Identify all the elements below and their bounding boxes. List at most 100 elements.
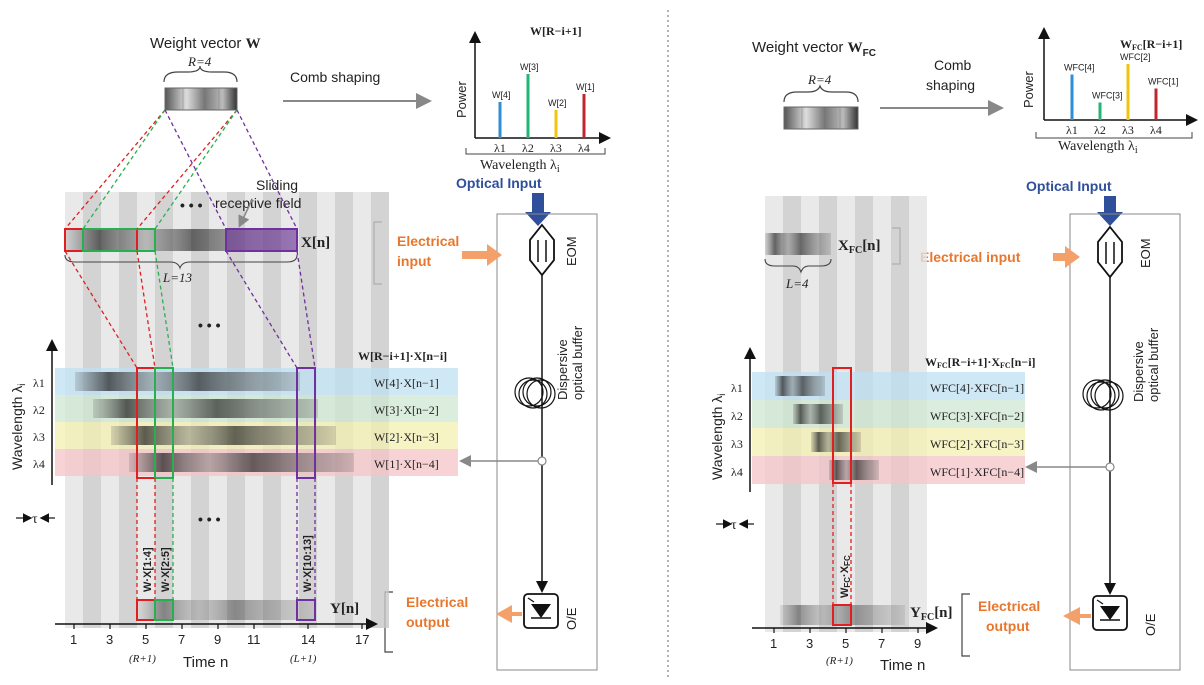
left-dot-label-1: W·X[1:4]	[142, 547, 154, 592]
x-tick-label: 1	[770, 636, 777, 651]
left-product-title: W[R−i+1]·X[n−i]	[358, 349, 447, 363]
left-electrical-input: Electrical input	[397, 233, 459, 269]
left-l-label: L=13	[162, 270, 193, 285]
right-device-box	[1069, 213, 1181, 671]
left-ellipsis-3: • • •	[198, 511, 221, 527]
wavelength-row	[752, 456, 1025, 484]
left-time-label: Time n	[183, 654, 228, 671]
left-y-signal	[137, 600, 315, 620]
right-tick-note: (R+1)	[826, 655, 853, 667]
right-x-label: XFC[n]	[838, 238, 881, 256]
x-tick-label: 5	[842, 636, 849, 651]
left-r-label: R=4	[187, 54, 212, 69]
row-product-label: W[1]·X[n−4]	[374, 457, 439, 471]
right-x-signal	[765, 233, 831, 255]
left-tick-note-l: (L+1)	[290, 653, 317, 665]
right-dot-label: WFC·XFC	[839, 555, 852, 598]
right-panel: Weight vector WFC R=4 Comb shaping Power …	[709, 27, 1198, 674]
row-lambda-label: λ2	[731, 409, 743, 423]
delayed-signal	[111, 426, 336, 445]
x-tick-label: 1	[70, 632, 77, 647]
lambda-tick-label: λ2	[522, 141, 534, 155]
right-fiber-coil-icon	[1082, 379, 1124, 411]
right-tau: τ	[731, 518, 737, 533]
spectrum-bar-label: W[4]	[492, 90, 511, 100]
right-y-axis: Wavelength λi	[709, 393, 728, 480]
left-x-label: X[n]	[301, 235, 330, 251]
right-comb-shaping: Comb shaping	[926, 57, 975, 93]
left-tau: τ	[32, 512, 38, 527]
left-optical-arrow	[525, 193, 551, 226]
row-product-label: W[2]·X[n−3]	[374, 430, 439, 444]
row-product-label: W[3]·X[n−2]	[374, 403, 439, 417]
x-tick-label: 3	[806, 636, 813, 651]
delayed-signal	[129, 453, 354, 472]
lambda-tick-label: λ4	[578, 141, 590, 155]
right-electrical-output: Electrical output	[978, 598, 1040, 634]
row-lambda-label: λ1	[731, 381, 743, 395]
lambda-tick-label: λ4	[1150, 123, 1162, 137]
right-time-label: Time n	[880, 657, 925, 674]
left-panel: Weight vector W R=4 Comb shaping Power W…	[9, 24, 611, 671]
left-x-ticks: 1 3 5 7 9 11 14 17	[70, 624, 369, 647]
left-electrical-output: Electrical output	[406, 594, 468, 630]
x-tick-label: 14	[301, 632, 315, 647]
right-eom-modulator-icon	[1097, 225, 1123, 279]
x-tick-label: 5	[142, 632, 149, 647]
left-y-axis: Wavelength λi	[9, 383, 28, 470]
row-product-label: WFC[2]·XFC[n−3]	[930, 437, 1024, 451]
x-tick-label: 3	[106, 632, 113, 647]
right-wavelength-rows: WFC[4]·XFC[n−1] λ1 WFC[3]·XFC[n−2] λ2 WFC[2]…	[731, 372, 1025, 484]
right-spectrum-title: WFC[R−i+1]	[1120, 37, 1182, 52]
right-power-label: Power	[1021, 70, 1036, 108]
right-y-label: YFC[n]	[910, 605, 953, 623]
delayed-signal	[775, 376, 825, 396]
right-weight-title: Weight vector WFC	[752, 39, 876, 59]
left-wavelength-rows: W[4]·X[n−1] λ1 W[3]·X[n−2] λ2 W[2]·X[n−3] λ3 W…	[33, 368, 458, 476]
left-spectrum: Power W[R−i+1] W[4]λ1W[3]λ2W[2]λ3W[1]λ4 …	[454, 24, 611, 175]
x-tick-label: 7	[178, 632, 185, 647]
left-photodetector-icon	[523, 593, 559, 629]
left-dot-label-3: W·X[10:13]	[302, 535, 314, 592]
spectrum-bar-label: WFC[3]	[1092, 91, 1123, 101]
right-y-signal	[780, 605, 905, 625]
right-electrical-input: Electrical input	[920, 249, 1021, 265]
left-optical-input: Optical Input	[456, 175, 542, 191]
row-lambda-label: λ2	[33, 403, 45, 417]
right-spectrum: Power WFC[R−i+1] WFC[4] λ1 WFC[3] λ2 WFC[2] λ…	[1021, 27, 1198, 156]
left-eom-label: EOM	[564, 236, 579, 266]
spectrum-bar-label: WFC[2]	[1120, 52, 1151, 62]
right-dispersive-label: Dispersiveoptical buffer	[1131, 327, 1161, 402]
lambda-tick-label: λ1	[494, 141, 506, 155]
left-ellipsis-1: • • •	[180, 197, 203, 213]
left-wavelength-label: Wavelength λi	[480, 158, 560, 175]
right-x-ticks: 1 3 5 7 9	[770, 628, 921, 651]
left-y-label: Y[n]	[330, 601, 359, 617]
left-ellipsis-2: • • •	[198, 317, 221, 333]
right-wavelength-label: Wavelength λi	[1058, 139, 1138, 156]
right-eom-label: EOM	[1138, 238, 1153, 268]
delayed-signal	[793, 404, 843, 424]
row-lambda-label: λ4	[33, 457, 45, 471]
right-product-title: WFC[R−i+1]·XFC[n−i]	[925, 355, 1036, 370]
delayed-signal	[811, 432, 861, 452]
left-oe-label: O/E	[564, 607, 579, 630]
row-product-label: WFC[1]·XFC[n−4]	[930, 465, 1024, 479]
left-spectrum-title: W[R−i+1]	[530, 24, 582, 38]
left-eom-modulator-icon	[529, 223, 555, 277]
row-product-label: WFC[4]·XFC[n−1]	[930, 381, 1024, 395]
spectrum-bar-label: WFC[1]	[1148, 77, 1179, 87]
right-optical-input: Optical Input	[1026, 178, 1112, 194]
x-tick-label: 9	[914, 636, 921, 651]
spectrum-bar-label: W[3]	[520, 62, 539, 72]
x-tick-label: 11	[247, 632, 261, 647]
row-product-label: WFC[3]·XFC[n−2]	[930, 409, 1024, 423]
left-comb-shaping: Comb shaping	[290, 69, 380, 85]
x-tick-label: 7	[878, 636, 885, 651]
row-lambda-label: λ4	[731, 465, 743, 479]
left-dispersive-label: Dispersiveoptical buffer	[555, 325, 585, 400]
spectrum-bar-label: WFC[4]	[1064, 63, 1095, 73]
right-r-label: R=4	[807, 72, 832, 87]
row-lambda-label: λ1	[33, 376, 45, 390]
